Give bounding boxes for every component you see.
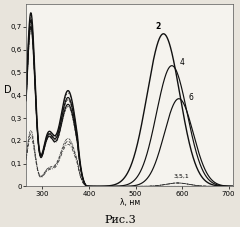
Text: 6: 6 <box>188 93 193 102</box>
Text: 2: 2 <box>155 22 161 31</box>
X-axis label: λ, нм: λ, нм <box>120 198 140 207</box>
Text: 3,5,1: 3,5,1 <box>174 174 189 179</box>
Text: Рис.3: Рис.3 <box>104 215 136 225</box>
Y-axis label: D: D <box>4 85 12 95</box>
Text: 4: 4 <box>180 58 185 67</box>
